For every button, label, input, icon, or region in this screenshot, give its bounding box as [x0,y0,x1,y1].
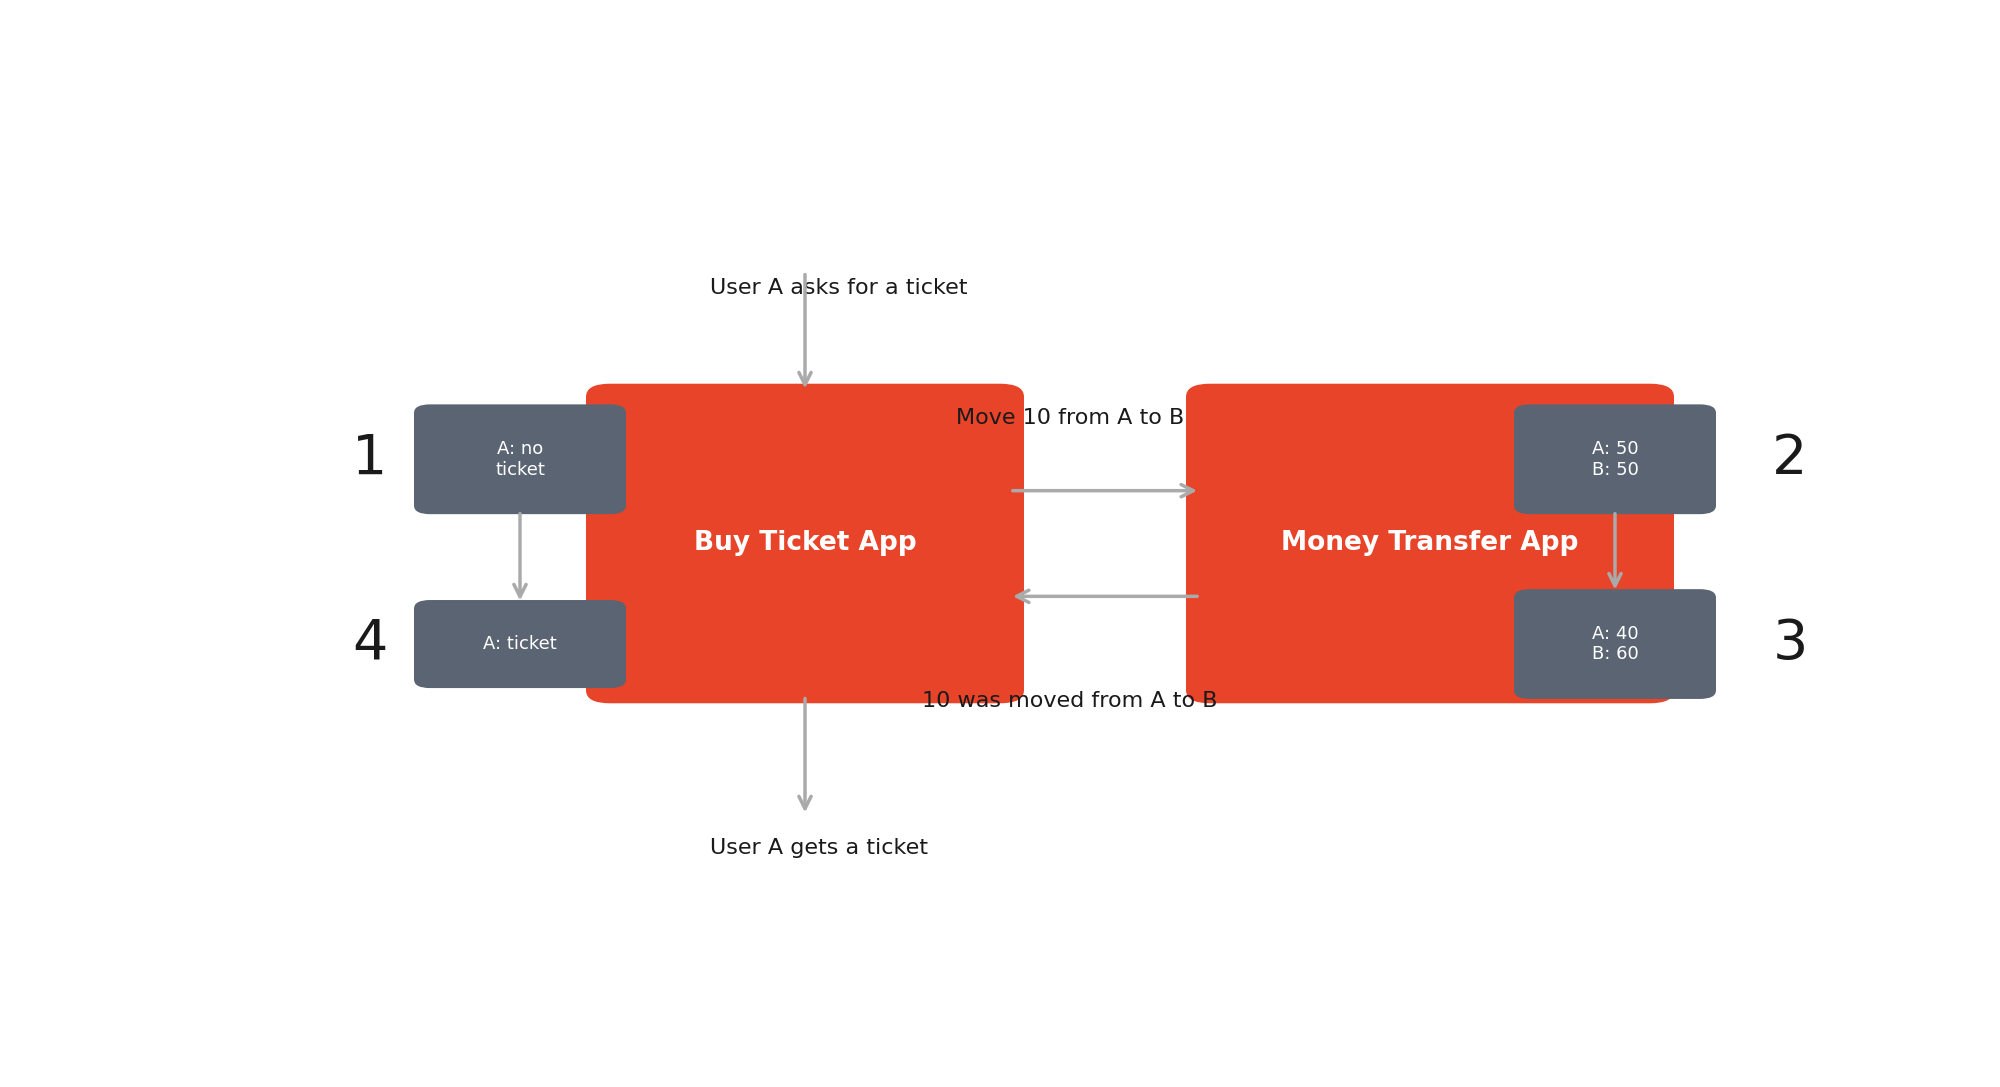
FancyBboxPatch shape [414,600,626,688]
Text: A: ticket: A: ticket [484,635,556,653]
Text: 10 was moved from A to B: 10 was moved from A to B [922,691,1218,711]
FancyBboxPatch shape [1514,404,1716,514]
Text: User A asks for a ticket: User A asks for a ticket [710,278,968,298]
FancyBboxPatch shape [1186,384,1674,703]
Text: 2: 2 [1772,432,1808,486]
Text: 3: 3 [1772,616,1808,671]
Text: A: 40
B: 60: A: 40 B: 60 [1592,625,1638,663]
Text: Move 10 from A to B: Move 10 from A to B [956,409,1184,428]
Text: Money Transfer App: Money Transfer App [1282,530,1578,557]
FancyBboxPatch shape [1514,589,1716,699]
Text: A: no
ticket: A: no ticket [496,440,544,478]
Text: 1: 1 [352,432,388,486]
Text: Buy Ticket App: Buy Ticket App [694,530,916,557]
Text: 4: 4 [352,616,388,671]
FancyBboxPatch shape [414,404,626,514]
Text: A: 50
B: 50: A: 50 B: 50 [1592,440,1638,478]
Text: User A gets a ticket: User A gets a ticket [710,838,928,858]
FancyBboxPatch shape [586,384,1024,703]
